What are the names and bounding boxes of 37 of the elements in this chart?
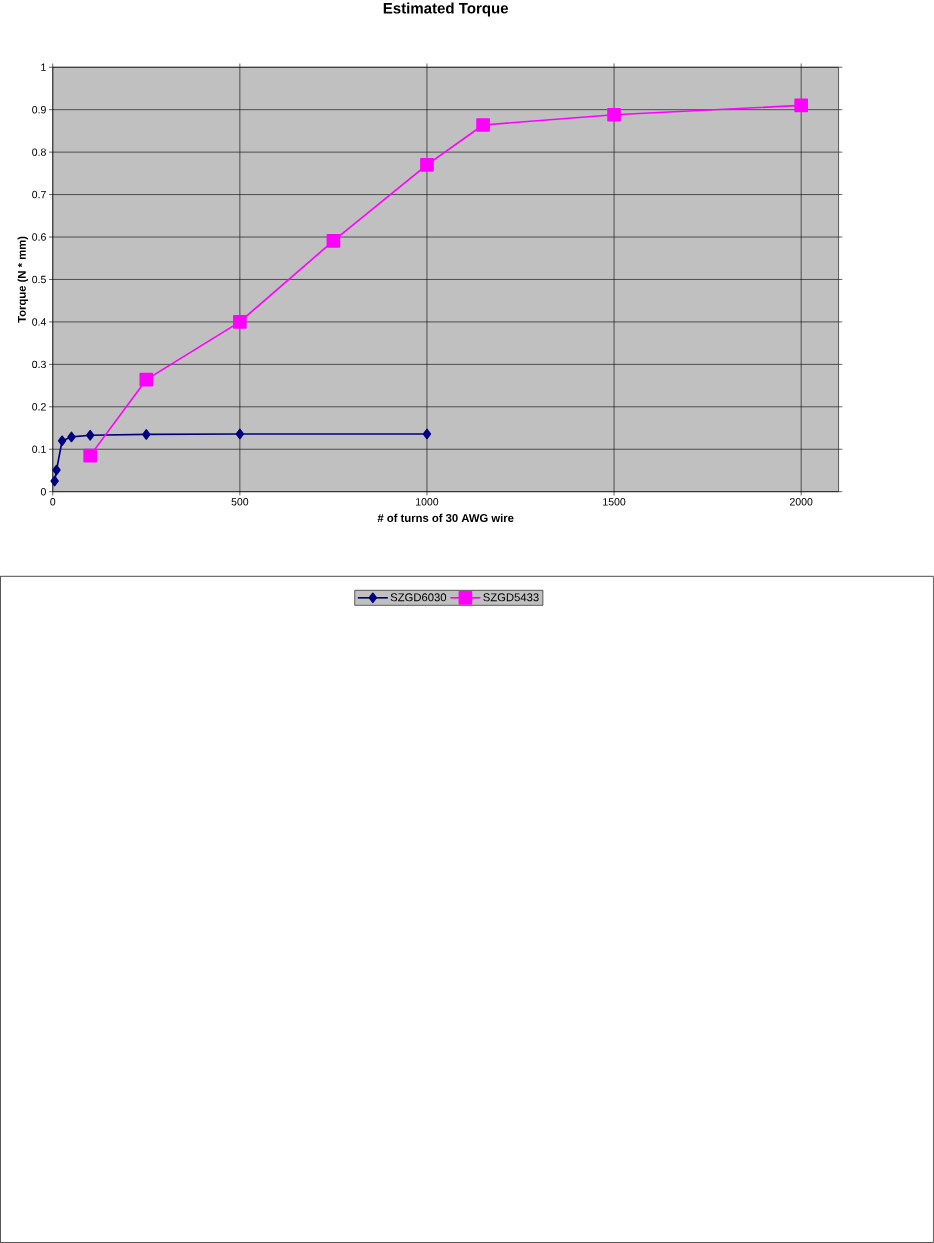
point bbox=[67, 431, 76, 443]
point bbox=[420, 158, 434, 172]
x-tick-label: 0 bbox=[50, 498, 56, 506]
point bbox=[50, 475, 59, 487]
legend-label: SZGD6030 bbox=[390, 593, 447, 602]
x-tick-label: 1000 bbox=[416, 498, 439, 506]
y-tick-label: 0.8 bbox=[32, 148, 46, 156]
point bbox=[607, 107, 621, 122]
point bbox=[794, 98, 809, 113]
point bbox=[476, 118, 491, 132]
y-tick-label: 1 bbox=[41, 63, 46, 71]
point bbox=[142, 429, 151, 440]
x-tick-label: 2000 bbox=[790, 498, 813, 506]
y-tick-label: 0.2 bbox=[32, 403, 46, 411]
y-tick-label: 0.9 bbox=[32, 105, 46, 114]
x-tick-label: 1500 bbox=[603, 498, 626, 506]
point bbox=[235, 428, 245, 440]
point bbox=[58, 435, 67, 447]
y-tick-label: 0.3 bbox=[32, 360, 46, 369]
point bbox=[83, 448, 98, 463]
x-axis-title: # of turns of 30 AWG wire bbox=[377, 513, 514, 523]
y-axis-title: Torque (N * mm) bbox=[17, 236, 29, 323]
point bbox=[422, 428, 432, 440]
point bbox=[139, 372, 154, 387]
y-tick-label: 0.1 bbox=[32, 445, 46, 453]
y-tick-label: 0.4 bbox=[32, 318, 47, 326]
legend-label: SZGD5433 bbox=[483, 593, 539, 602]
chart-title: Estimated Torque bbox=[383, 2, 509, 17]
y-tick-label: 0.6 bbox=[32, 233, 46, 241]
point bbox=[326, 234, 341, 248]
point bbox=[52, 464, 61, 476]
point bbox=[86, 429, 95, 441]
y-tick-label: 0.5 bbox=[32, 275, 46, 284]
y-tick-label: 0 bbox=[41, 487, 47, 496]
x-tick-label: 500 bbox=[231, 498, 249, 506]
point bbox=[233, 315, 247, 329]
y-tick-label: 0.7 bbox=[32, 190, 46, 199]
